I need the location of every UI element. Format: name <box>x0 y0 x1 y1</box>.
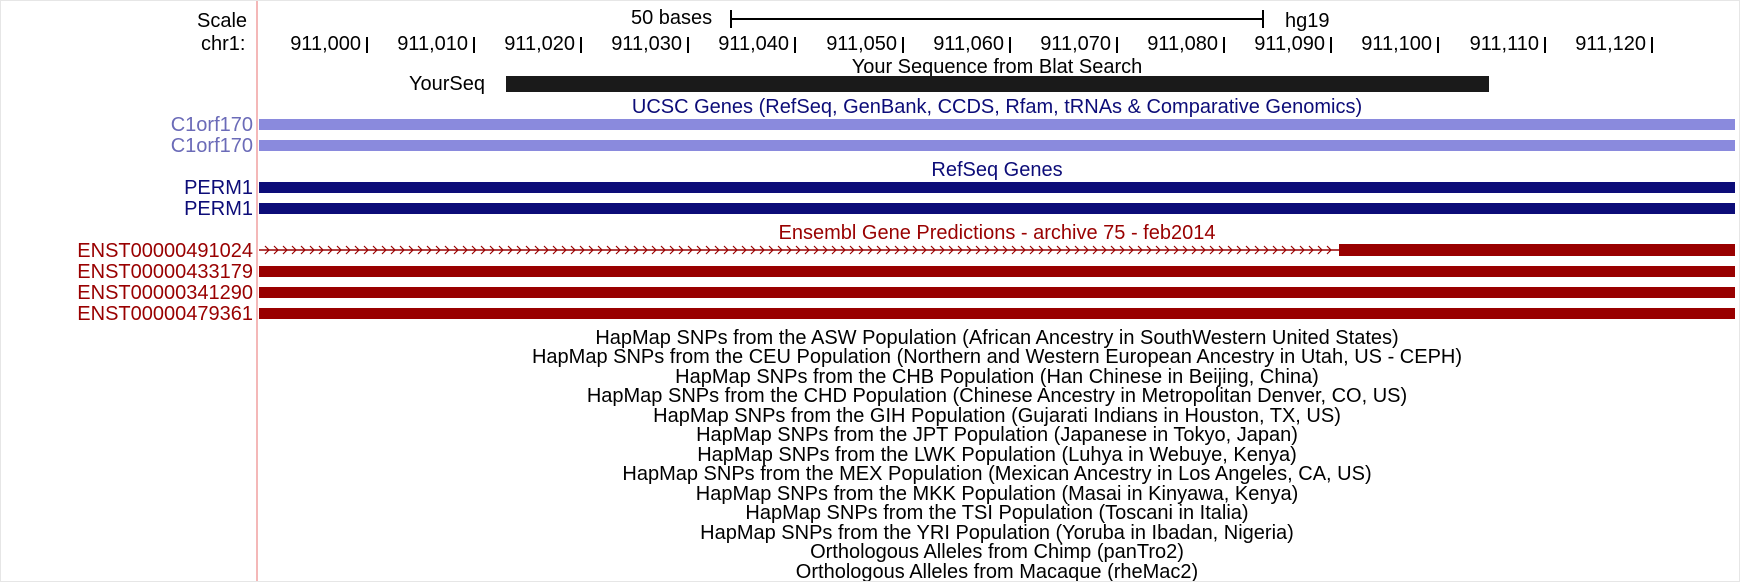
ensembl-transcript-label[interactable]: ENST00000341290 <box>77 282 253 304</box>
ruler-position-label: 911,020 <box>504 33 575 55</box>
scale-label: Scale <box>197 10 248 32</box>
ensembl-exon-bar[interactable] <box>1339 244 1735 256</box>
track-title[interactable]: HapMap SNPs from the ASW Population (Afr… <box>595 327 1399 349</box>
ensembl-transcript-bar[interactable] <box>259 308 1735 319</box>
ensembl-transcript-bar[interactable] <box>259 266 1735 277</box>
ruler-position-label: 911,030 <box>611 33 682 55</box>
track-title[interactable]: HapMap SNPs from the CHD Population (Chi… <box>586 385 1408 407</box>
refseq-gene-label[interactable]: PERM1 <box>184 198 253 220</box>
ensembl-intron-line[interactable] <box>259 241 1339 259</box>
ucsc-genes-track-title[interactable]: UCSC Genes (RefSeq, GenBank, CCDS, Rfam,… <box>631 96 1363 118</box>
ucsc-gene-label[interactable]: C1orf170 <box>170 135 253 157</box>
refseq-gene-label[interactable]: PERM1 <box>184 177 253 199</box>
scale-bar-right-cap <box>1262 10 1264 28</box>
ruler-tick-mark <box>794 37 796 53</box>
ruler-position-label: 911,060 <box>933 33 1004 55</box>
scale-bar-label: 50 bases <box>631 7 713 29</box>
ensembl-transcript-label[interactable]: ENST00000479361 <box>77 303 253 325</box>
ruler-tick-mark <box>580 37 582 53</box>
ucsc-gene-bar[interactable] <box>259 119 1735 130</box>
ruler-position-label: 911,100 <box>1361 33 1432 55</box>
refseq-track-title[interactable]: RefSeq Genes <box>931 159 1063 181</box>
ruler-position-label: 911,000 <box>290 33 361 55</box>
ucsc-gene-bar[interactable] <box>259 140 1735 151</box>
ucsc-gene-label[interactable]: C1orf170 <box>170 114 253 136</box>
blat-track-title[interactable]: Your Sequence from Blat Search <box>851 56 1143 78</box>
ruler-position-label: 911,110 <box>1469 33 1539 55</box>
ruler-tick-mark <box>1223 37 1225 53</box>
ensembl-transcript-bar[interactable] <box>259 287 1735 298</box>
track-title[interactable]: HapMap SNPs from the JPT Population (Jap… <box>696 424 1298 446</box>
ruler-tick-mark <box>1544 37 1546 53</box>
ensembl-transcript-label[interactable]: ENST00000491024 <box>77 240 253 262</box>
ruler-position-label: 911,080 <box>1147 33 1218 55</box>
track-title[interactable]: HapMap SNPs from the CEU Population (Nor… <box>531 346 1463 368</box>
ruler-position-label: 911,090 <box>1254 33 1325 55</box>
ruler-tick-mark <box>1330 37 1332 53</box>
ruler-position-label: 911,040 <box>718 33 789 55</box>
label-column-divider <box>256 1 258 581</box>
ruler-tick-mark <box>1009 37 1011 53</box>
track-title[interactable]: HapMap SNPs from the TSI Population (Tos… <box>745 502 1249 524</box>
refseq-gene-bar[interactable] <box>259 182 1735 193</box>
track-title[interactable]: HapMap SNPs from the GIH Population (Guj… <box>653 405 1341 427</box>
blat-item-label[interactable]: YourSeq <box>409 73 485 95</box>
ruler-tick-mark <box>1651 37 1653 53</box>
track-title[interactable]: HapMap SNPs from the MEX Population (Mex… <box>622 463 1372 485</box>
ruler-tick-mark <box>473 37 475 53</box>
ruler-tick-mark <box>1116 37 1118 53</box>
ruler-position-label: 911,010 <box>397 33 468 55</box>
scale-bar-line <box>730 18 1264 20</box>
refseq-gene-bar[interactable] <box>259 203 1735 214</box>
ruler-tick-mark <box>687 37 689 53</box>
ruler-position-label: 911,070 <box>1040 33 1111 55</box>
track-title[interactable]: Orthologous Alleles from Macaque (rheMac… <box>795 561 1199 582</box>
track-title[interactable]: HapMap SNPs from the LWK Population (Luh… <box>697 444 1297 466</box>
blat-alignment-bar[interactable] <box>506 76 1489 92</box>
track-title[interactable]: Orthologous Alleles from Chimp (panTro2) <box>810 541 1184 563</box>
chromosome-label: chr1: <box>201 33 246 55</box>
track-title[interactable]: HapMap SNPs from the CHB Population (Han… <box>675 366 1319 388</box>
track-title[interactable]: HapMap SNPs from the YRI Population (Yor… <box>700 522 1294 544</box>
track-title[interactable]: HapMap SNPs from the MKK Population (Mas… <box>695 483 1299 505</box>
ensembl-track-title[interactable]: Ensembl Gene Predictions - archive 75 - … <box>778 222 1216 244</box>
ruler-position-label: 911,050 <box>826 33 897 55</box>
assembly-label: hg19 <box>1285 10 1330 32</box>
ruler-position-label: 911,120 <box>1575 33 1646 55</box>
ruler-tick-mark <box>1437 37 1439 53</box>
ruler-tick-mark <box>902 37 904 53</box>
ensembl-transcript-label[interactable]: ENST00000433179 <box>77 261 253 283</box>
ruler-tick-mark <box>366 37 368 53</box>
